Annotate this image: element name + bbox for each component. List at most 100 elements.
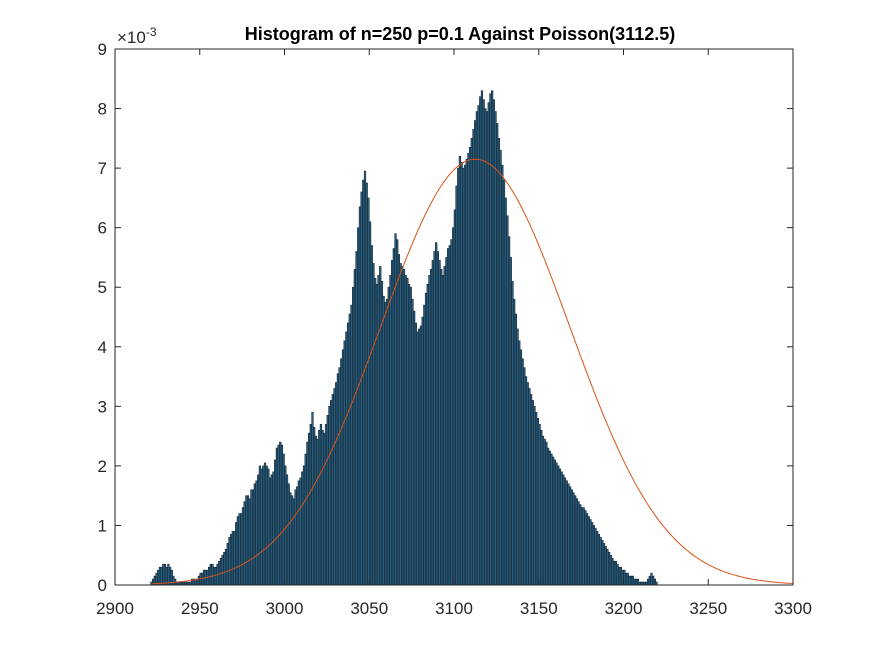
x-tick-label: 3200 [605,599,643,618]
histogram-bar [558,468,562,586]
histogram-bar [440,269,443,586]
x-tick-label: 2950 [181,599,219,618]
histogram-bar [272,471,275,586]
histogram-bar [423,304,426,586]
histogram-bar [430,269,433,586]
histogram-bar [653,578,656,586]
histogram-bar [562,474,565,586]
histogram-bar [274,459,277,586]
histogram-bar [563,477,567,586]
histogram-bar [277,444,280,586]
histogram-bar [313,426,316,586]
histogram-bar [611,557,614,586]
histogram-bar [236,516,239,586]
histogram-bar [407,283,411,586]
histogram-bar [499,149,502,586]
histogram-bar [207,566,211,586]
x-tick-label: 3050 [350,599,388,618]
histogram-bar [396,239,399,586]
histogram-bar [324,423,328,586]
histogram-bar [224,549,228,586]
histogram-bar [458,155,462,586]
histogram-bar [467,152,470,586]
histogram-bar [545,441,548,586]
histogram-bar [289,492,292,586]
histogram-bar [452,227,455,586]
histogram-bar [167,563,170,586]
histogram-bar [435,242,438,586]
histogram-bar [263,462,267,586]
histogram-bar [465,158,468,586]
histogram-bar [502,179,506,586]
histogram-bar [319,423,323,586]
histogram-bar [536,417,539,586]
histogram-bar [428,275,431,586]
histogram-bar [338,367,341,586]
histogram-bar [646,578,650,586]
histogram-bar [252,489,255,586]
histogram-bar [438,260,441,586]
histogram-bar [614,560,617,586]
histogram-bar [306,441,309,586]
histogram-bar [441,275,445,586]
histogram-bar [350,304,353,586]
histogram-bar [421,316,424,586]
histogram-bar [358,206,362,586]
histogram-bar [258,465,262,586]
histogram-bar [379,266,382,586]
histogram-bar [240,513,243,586]
histogram-bar [424,292,428,586]
histogram-bar [223,551,226,586]
histogram-bar [409,286,412,586]
histogram-bar [323,432,326,586]
histogram-bar [474,120,477,586]
histogram-bar [494,111,497,586]
histogram-bars [150,90,658,586]
histogram-bar [526,382,529,586]
histogram-bar [565,480,568,586]
x-tick-label: 3250 [689,599,727,618]
histogram-bar [375,283,378,586]
histogram-bar [443,266,446,586]
histogram-bar [591,522,594,586]
histogram-bar [572,492,575,586]
histogram-bar [516,328,519,586]
histogram-bar [413,310,416,586]
y-tick-label: 4 [98,338,107,357]
histogram-bar [633,578,636,586]
y-tick-label: 5 [98,278,107,297]
histogram-bar [462,167,465,586]
histogram-bar [380,281,384,586]
histogram-bar [357,227,360,586]
histogram-bar [330,400,333,586]
histogram-bar [282,453,285,586]
histogram-bar [221,554,224,586]
histogram-bar [487,102,490,586]
histogram-bar [479,96,482,586]
histogram-bar [624,572,628,586]
histogram-bar [157,569,160,586]
x-tick-label: 3150 [520,599,558,618]
histogram-bar [548,450,551,586]
histogram-bar [296,486,299,586]
histogram-bar [616,563,619,586]
histogram-bar [201,572,204,586]
histogram-bar [158,566,162,586]
histogram-bar [613,560,616,586]
histogram-bar [243,501,246,586]
histogram-bar [267,468,270,586]
x-tick-label: 3300 [774,599,812,618]
histogram-bar [314,435,317,586]
histogram-bar [392,248,395,586]
histogram-bar [480,90,484,586]
histogram-bar [543,438,546,586]
histogram-bar [592,525,595,586]
histogram-bar [391,260,394,586]
histogram-bar [235,522,238,586]
histogram-bar [436,251,439,586]
histogram-bar [630,575,633,586]
histogram-bar [307,432,311,586]
histogram-bar [550,453,553,586]
histogram-bar [406,278,409,586]
histogram-bar [601,540,604,586]
